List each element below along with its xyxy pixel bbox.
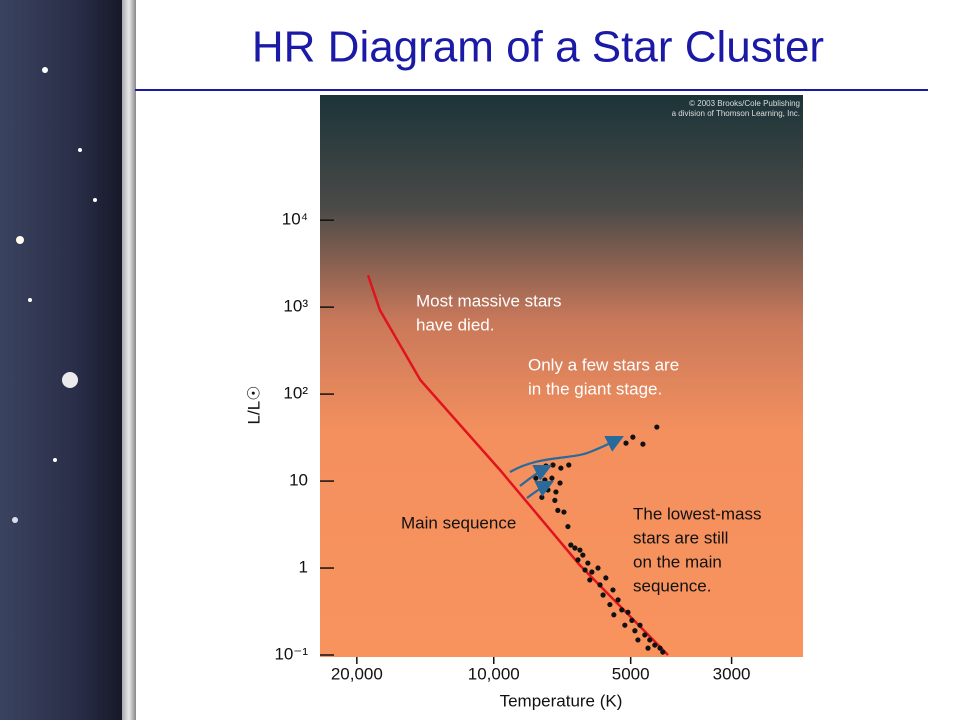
star-point: [568, 542, 574, 548]
star-point: [542, 477, 548, 483]
star-point: [557, 480, 563, 486]
annotation: sequence.: [633, 576, 711, 595]
main-sequence-line: [366, 274, 669, 656]
star-point: [607, 601, 613, 608]
star-point: [647, 637, 653, 643]
star-point: [572, 545, 578, 551]
y-tick-label: 10²: [283, 384, 308, 403]
star-point: [635, 637, 641, 643]
credit: © 2003 Brooks/Cole Publishing: [689, 99, 800, 108]
star-point: [589, 569, 595, 575]
star-point: [539, 494, 545, 500]
star-point: [654, 424, 660, 430]
x-axis-label: Temperature (K): [500, 691, 623, 710]
star-point: [555, 507, 561, 513]
star-point: [632, 628, 638, 634]
y-tick-label: 1: [299, 558, 308, 577]
annotation: The lowest-mass: [633, 504, 761, 523]
star-point: [582, 567, 588, 573]
star-point: [585, 560, 591, 566]
plot-area: [320, 95, 803, 657]
annotation: Only a few stars are: [528, 355, 679, 374]
evolution-arrows: [509, 436, 624, 499]
star-point: [587, 577, 593, 583]
y-tick-label: 10: [289, 471, 308, 490]
star-point: [558, 465, 564, 471]
star-point: [549, 475, 555, 481]
star-point: [623, 440, 629, 446]
star-point: [550, 462, 556, 468]
star-point: [580, 552, 586, 558]
decor-strip: [0, 0, 136, 720]
star-point: [545, 487, 551, 493]
annotation: have died.: [416, 315, 494, 334]
y-tick-label: 10⁴: [282, 210, 308, 229]
star-point: [625, 609, 631, 615]
y-tick-label: 10⁻¹: [274, 644, 308, 663]
star-point: [595, 565, 601, 571]
x-tick-label: 10,000: [468, 664, 520, 683]
star-point: [611, 612, 617, 618]
star-point: [561, 509, 567, 515]
star-point: [577, 547, 583, 553]
annotation: Main sequence: [401, 513, 516, 532]
y-axis-label: L/L☉: [244, 386, 263, 425]
star-point: [630, 434, 636, 440]
x-tick-label: 3000: [713, 664, 751, 683]
star-point: [619, 607, 625, 613]
star-point: [603, 575, 609, 581]
star-point: [565, 523, 571, 530]
credit: a division of Thomson Learning, Inc.: [672, 109, 800, 118]
star-point: [642, 632, 648, 638]
star-point: [552, 497, 558, 503]
star-point: [652, 642, 658, 648]
star-point: [640, 441, 646, 447]
star-point: [629, 617, 635, 623]
star-point: [657, 645, 663, 651]
star-point: [637, 622, 643, 628]
star-point: [597, 582, 603, 588]
star-point: [566, 462, 572, 468]
star-point: [600, 592, 606, 598]
x-tick-label: 20,000: [331, 664, 383, 683]
star-point: [610, 587, 616, 593]
star-point: [645, 645, 651, 651]
star-point: [575, 557, 581, 563]
star-point: [553, 489, 559, 495]
annotation: stars are still: [633, 528, 728, 547]
star-point: [615, 597, 621, 603]
annotation: on the main: [633, 552, 722, 571]
y-tick-label: 10³: [283, 297, 308, 316]
annotation: in the giant stage.: [528, 379, 662, 398]
annotation: Most massive stars: [416, 291, 561, 310]
x-tick-label: 5000: [612, 664, 650, 683]
star-point: [622, 622, 628, 628]
marks: [366, 274, 669, 656]
slide-title: HR Diagram of a Star Cluster: [252, 23, 824, 72]
star-point: [660, 649, 666, 655]
